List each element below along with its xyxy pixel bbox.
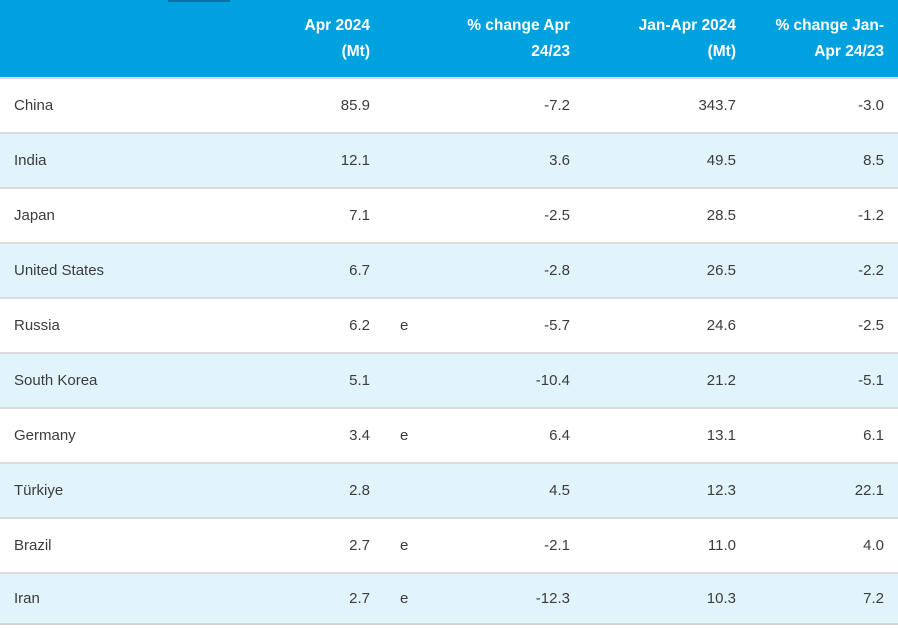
apr-value-cell: 7.1	[250, 187, 370, 243]
jan-apr-value-cell: 13.1	[570, 407, 736, 463]
pct-change-apr-cell: 3.6	[445, 132, 570, 188]
pct-change-jan-apr-cell: -1.2	[736, 187, 898, 243]
jan-apr-value-cell: 28.5	[570, 187, 736, 243]
jan-apr-value-cell: 26.5	[570, 242, 736, 298]
table-row: Brazil 2.7 e -2.1 11.0 4.0	[0, 517, 898, 573]
jan-apr-value-cell: 24.6	[570, 297, 736, 353]
header-pct-apr-line1: % change Apr	[467, 16, 570, 34]
table-row: Russia 6.2 e -5.7 24.6 -2.5	[0, 297, 898, 353]
pct-change-jan-apr-cell: 22.1	[736, 462, 898, 518]
estimate-flag-cell	[370, 132, 445, 188]
pct-change-jan-apr-cell: 4.0	[736, 517, 898, 573]
table-row: Germany 3.4 e 6.4 13.1 6.1	[0, 407, 898, 463]
estimate-flag-cell	[370, 352, 445, 408]
pct-change-jan-apr-cell: -2.2	[736, 242, 898, 298]
jan-apr-value-cell: 21.2	[570, 352, 736, 408]
header-row: Apr 2024 (Mt) % change Apr 24/23 Jan-Apr…	[0, 0, 898, 78]
pct-change-apr-cell: -5.7	[445, 297, 570, 353]
table-row: Iran 2.7 e -12.3 10.3 7.2	[0, 572, 898, 625]
table-row: Japan 7.1 -2.5 28.5 -1.2	[0, 187, 898, 243]
estimate-flag-cell	[370, 77, 445, 133]
apr-value-cell: 6.7	[250, 242, 370, 298]
apr-value-cell: 2.8	[250, 462, 370, 518]
estimate-flag-cell	[370, 187, 445, 243]
estimate-flag-cell: e	[370, 572, 445, 625]
pct-change-apr-cell: -7.2	[445, 77, 570, 133]
estimate-flag-cell: e	[370, 407, 445, 463]
pct-change-apr-cell: -2.5	[445, 187, 570, 243]
pct-change-apr-cell: -2.8	[445, 242, 570, 298]
jan-apr-value-cell: 49.5	[570, 132, 736, 188]
pct-change-apr-cell: 4.5	[445, 462, 570, 518]
estimate-flag-cell	[370, 462, 445, 518]
pct-change-jan-apr-cell: 8.5	[736, 132, 898, 188]
table-header: Apr 2024 (Mt) % change Apr 24/23 Jan-Apr…	[0, 0, 898, 78]
table-row: India 12.1 3.6 49.5 8.5	[0, 132, 898, 188]
apr-value-cell: 6.2	[250, 297, 370, 353]
header-jan-apr-2024: Jan-Apr 2024 (Mt)	[570, 0, 736, 78]
country-cell: Türkiye	[0, 462, 250, 518]
country-cell: Iran	[0, 572, 250, 625]
table-row: South Korea 5.1 -10.4 21.2 -5.1	[0, 352, 898, 408]
header-pct-change-apr: % change Apr 24/23	[445, 0, 570, 78]
header-estimate	[370, 0, 445, 78]
country-cell: South Korea	[0, 352, 250, 408]
estimate-flag-cell: e	[370, 297, 445, 353]
apr-value-cell: 3.4	[250, 407, 370, 463]
jan-apr-value-cell: 12.3	[570, 462, 736, 518]
pct-change-jan-apr-cell: -5.1	[736, 352, 898, 408]
estimate-flag-cell: e	[370, 517, 445, 573]
country-cell: Germany	[0, 407, 250, 463]
header-apr-2024: Apr 2024 (Mt)	[250, 0, 370, 78]
header-pct-jan-apr-line2: Apr 24/23	[814, 42, 884, 60]
apr-value-cell: 12.1	[250, 132, 370, 188]
pct-change-apr-cell: -10.4	[445, 352, 570, 408]
country-cell: Brazil	[0, 517, 250, 573]
apr-value-cell: 2.7	[250, 572, 370, 625]
jan-apr-value-cell: 343.7	[570, 77, 736, 133]
pct-change-jan-apr-cell: 7.2	[736, 572, 898, 625]
header-jan-apr-line2: (Mt)	[707, 42, 736, 60]
pct-change-jan-apr-cell: -2.5	[736, 297, 898, 353]
apr-value-cell: 2.7	[250, 517, 370, 573]
jan-apr-value-cell: 10.3	[570, 572, 736, 625]
country-cell: China	[0, 77, 250, 133]
header-pct-jan-apr-line1: % change Jan-	[775, 16, 884, 34]
country-cell: India	[0, 132, 250, 188]
header-country	[0, 0, 250, 78]
apr-value-cell: 85.9	[250, 77, 370, 133]
pct-change-apr-cell: -2.1	[445, 517, 570, 573]
estimate-flag-cell	[370, 242, 445, 298]
table-body: China 85.9 -7.2 343.7 -3.0 India 12.1 3.…	[0, 77, 898, 625]
header-apr-line1: Apr 2024	[304, 16, 370, 34]
pct-change-apr-cell: -12.3	[445, 572, 570, 625]
country-cell: United States	[0, 242, 250, 298]
country-cell: Russia	[0, 297, 250, 353]
header-jan-apr-line1: Jan-Apr 2024	[638, 16, 736, 34]
pct-change-jan-apr-cell: 6.1	[736, 407, 898, 463]
apr-value-cell: 5.1	[250, 352, 370, 408]
table-row: Türkiye 2.8 4.5 12.3 22.1	[0, 462, 898, 518]
header-pct-apr-line2: 24/23	[531, 42, 570, 60]
table-row: United States 6.7 -2.8 26.5 -2.2	[0, 242, 898, 298]
header-pct-change-jan-apr: % change Jan- Apr 24/23	[736, 0, 898, 78]
cropped-text-artifact	[168, 0, 230, 2]
table-row: China 85.9 -7.2 343.7 -3.0	[0, 77, 898, 133]
jan-apr-value-cell: 11.0	[570, 517, 736, 573]
country-cell: Japan	[0, 187, 250, 243]
pct-change-apr-cell: 6.4	[445, 407, 570, 463]
header-apr-line2: (Mt)	[341, 42, 370, 60]
pct-change-jan-apr-cell: -3.0	[736, 77, 898, 133]
